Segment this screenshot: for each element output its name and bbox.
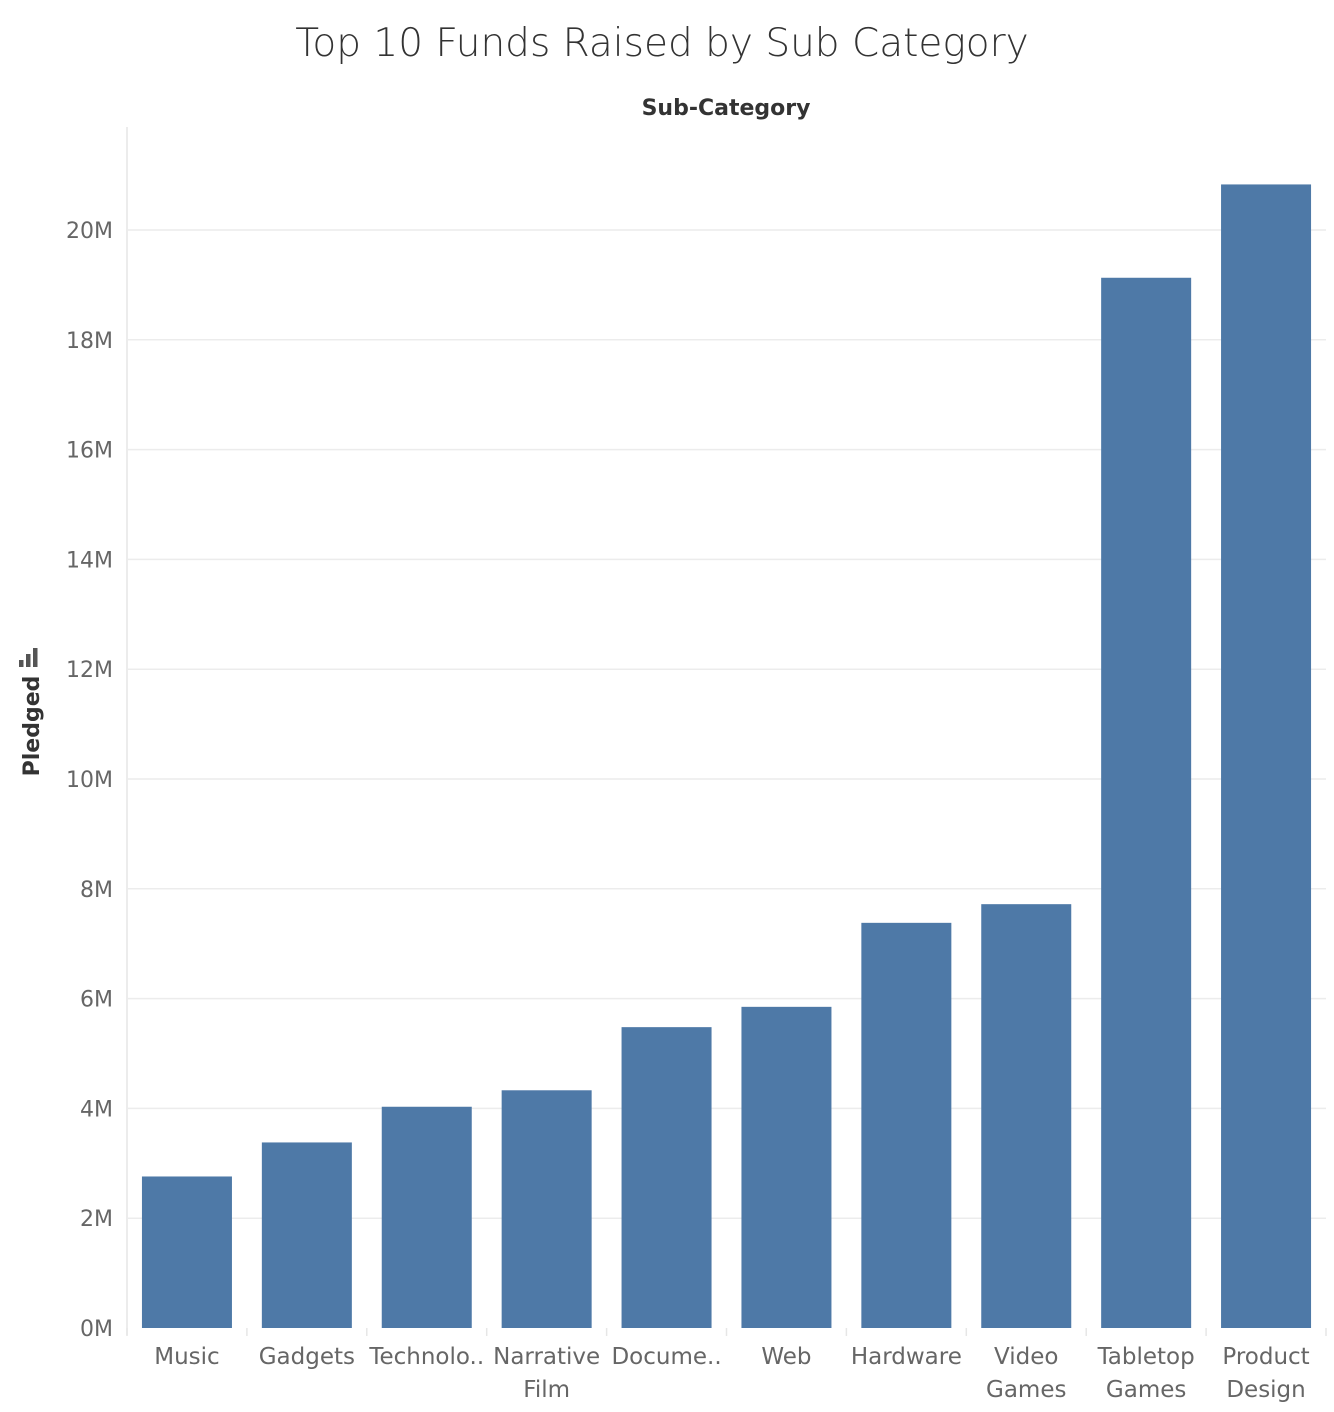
x-category-label: Technolo.. — [368, 1344, 484, 1370]
bar[interactable] — [1101, 277, 1192, 1329]
bars — [141, 184, 1312, 1329]
bar[interactable] — [501, 1090, 592, 1328]
y-tick-label: 12M — [66, 658, 113, 683]
column-header: Sub-Category — [642, 96, 811, 121]
x-category-label: Video Games — [986, 1344, 1066, 1403]
x-category-label: Hardware — [851, 1344, 962, 1370]
x-category-label: Tabletop Games — [1097, 1344, 1195, 1403]
bar[interactable] — [1221, 184, 1312, 1329]
bar[interactable] — [861, 922, 952, 1328]
y-axis-ticks: 0M 2M 4M 6M 8M 10M 12M 14M 16M 18M 20M — [66, 219, 113, 1342]
bar[interactable] — [981, 904, 1072, 1328]
x-category-label: Narrative Film — [493, 1344, 600, 1403]
bar[interactable] — [141, 1176, 232, 1328]
bar[interactable] — [741, 1006, 832, 1328]
x-category-label: Web — [761, 1344, 811, 1370]
x-category-label: Docume.. — [611, 1344, 721, 1370]
y-tick-label: 0M — [80, 1317, 113, 1342]
bar[interactable] — [261, 1142, 352, 1328]
y-axis-label-group: Pledged — [19, 648, 45, 776]
y-tick-label: 10M — [66, 768, 113, 793]
y-tick-label: 4M — [80, 1097, 113, 1122]
y-tick-label: 2M — [80, 1207, 113, 1232]
x-category-label: Gadgets — [259, 1344, 355, 1370]
x-axis-categories: Music Gadgets Technolo.. Narrative Film Docum… — [154, 1344, 1309, 1403]
y-tick-label: 8M — [80, 878, 113, 903]
sort-bars-icon[interactable] — [19, 648, 38, 667]
bar[interactable] — [381, 1106, 472, 1328]
x-category-label: Music — [154, 1344, 219, 1370]
y-tick-label: 6M — [80, 988, 113, 1013]
bar[interactable] — [621, 1027, 712, 1328]
x-category-label: Product Design — [1222, 1344, 1309, 1403]
y-axis-label: Pledged — [20, 676, 45, 777]
y-tick-label: 18M — [66, 329, 113, 354]
chart-title: Top 10 Funds Raised by Sub Category — [295, 21, 1029, 66]
y-tick-label: 20M — [66, 219, 113, 244]
y-tick-label: 14M — [66, 548, 113, 573]
y-tick-label: 16M — [66, 439, 113, 464]
